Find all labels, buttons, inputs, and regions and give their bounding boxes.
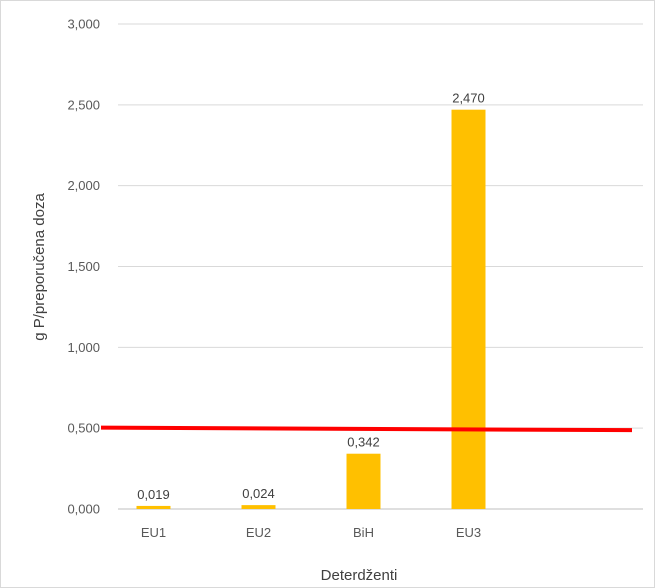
data-label-eu1: 0,019 bbox=[137, 487, 170, 502]
bar-eu3 bbox=[451, 109, 486, 509]
x-category-label: EU1 bbox=[141, 525, 166, 540]
gridlines bbox=[118, 23, 643, 510]
y-tick-label: 3,000 bbox=[67, 17, 100, 32]
reference-line bbox=[100, 425, 633, 433]
data-label-eu3: 2,470 bbox=[452, 91, 485, 106]
y-tick-label: 0,500 bbox=[67, 421, 100, 436]
bar-eu2 bbox=[241, 505, 276, 509]
x-category-label: BiH bbox=[353, 525, 374, 540]
x-axis-title: Deterdženti bbox=[321, 567, 398, 584]
x-category-label: EU2 bbox=[246, 525, 271, 540]
y-tick-label: 2,500 bbox=[67, 97, 100, 112]
bars bbox=[136, 109, 486, 509]
y-tick-label: 1,000 bbox=[67, 340, 100, 355]
bar-eu1 bbox=[136, 505, 171, 509]
y-tick-label: 0,000 bbox=[67, 502, 100, 517]
x-axis-categories: EU1 EU2 BiH EU3 bbox=[141, 525, 481, 540]
data-label-bih: 0,342 bbox=[347, 435, 380, 450]
x-category-label: EU3 bbox=[456, 525, 481, 540]
y-tick-label: 1,500 bbox=[67, 259, 100, 274]
bar-bih bbox=[346, 453, 381, 509]
y-axis-ticks: 0,000 0,500 1,000 1,500 2,000 2,500 3,000 bbox=[67, 17, 100, 517]
data-labels: 0,019 0,024 0,342 2,470 bbox=[137, 91, 485, 502]
y-tick-label: 2,000 bbox=[67, 178, 100, 193]
data-label-eu2: 0,024 bbox=[242, 486, 275, 501]
reference-line-group bbox=[100, 425, 633, 433]
y-axis-title: g P/preporučena doza bbox=[31, 193, 48, 341]
